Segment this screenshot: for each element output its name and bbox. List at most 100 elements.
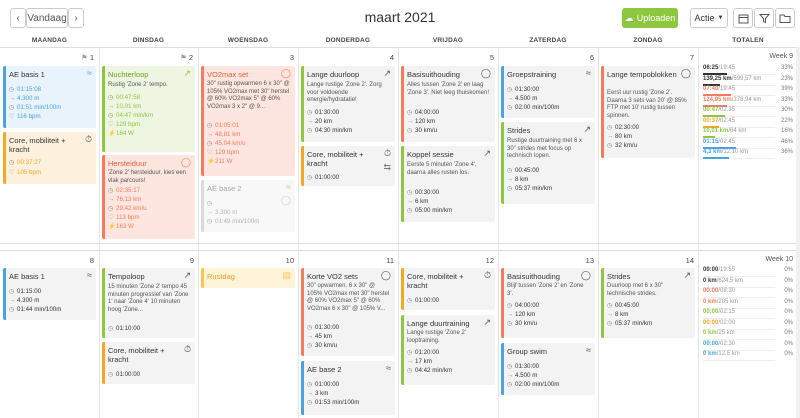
metric-speed: ◷ 30 km/u [407,127,438,134]
workout-card[interactable]: AE basis 1 ≈ ◷ 01:15:00 → 4.300 m ◷ 01:44 m… [3,268,96,320]
workout-card[interactable]: Nuchterloop ↗ Rustig 'Zone 2' tempo. ◷ 00… [102,66,195,152]
metric-duration: ◷ 00:45:00 [507,167,540,174]
run-icon: ↗ [483,148,491,158]
totals-percent: 0% [784,340,793,347]
workout-card[interactable]: Basisuithouding ◯ Alles tussen 'Zone 2' … [401,66,495,142]
week-label: Week 10 [765,256,794,263]
progress-fill [703,146,737,149]
metric-distance: → 20 km [307,118,332,125]
totals-percent: 0% [784,319,793,326]
workout-description: Alles tussen 'Zone 2' en laag 'Zone 3'. … [407,82,490,96]
workout-card[interactable]: Koppel sessie ↗ Eerste 5 minuten 'Zone 4… [401,146,495,222]
progress-track [703,286,775,288]
clock-icon: ◷ [407,297,413,304]
workout-card[interactable]: Korte VO2 sets ◯ 30" opwarmen. 6 x 30" @… [301,268,395,356]
run-icon: ↗ [183,270,191,280]
workout-card[interactable]: Group swim ≈ ◷ 01:30:00 → 4.500 m ◷ 02:00 m… [501,343,595,395]
workout-card[interactable]: Strides ↗ Rustige duurtraining met 6 x 3… [501,122,595,204]
progress-track [703,126,775,128]
upload-button[interactable]: ☁ Uploaden [622,8,678,28]
run-icon: ↗ [183,68,191,78]
workout-card[interactable]: Hersteiduur ◯ 'Zone 2' hersteiduur, kies… [102,155,195,239]
scrollbar[interactable] [796,47,800,418]
totals-actual: 0 km [703,298,717,305]
totals-percent: 16% [780,128,793,134]
pace-icon: ◷ [407,207,413,214]
totals-row: 01:15/02:45 46% [703,139,793,149]
workout-description: Blijf tussen 'Zone 2' en 'Zone 3'. [507,283,584,297]
clock-icon: ◷ [307,381,313,388]
action-dropdown[interactable]: Actie ▼ [690,8,728,28]
totals-row: 00:00/08:30 0% [703,288,793,298]
progress-track [703,349,775,351]
workout-card[interactable]: AE base 2 ≈ ◯ ◷ → 3.300 m ◷ 01:49 min/100m [201,180,295,232]
totals-value: 00:00/08:30 [703,288,735,294]
totals-row: 00:00/02:15 0% [703,309,793,319]
totals-row: 00:47/02:35 30% [703,107,793,117]
workout-card[interactable]: Groepstraining ≈ ◷ 01:30:00 → 4.500 m ◷ 02:… [501,66,595,118]
workout-card[interactable]: Core, mobiliteit + kracht ⏱ ⇆ ◷ 01:00:00 [301,146,395,186]
workout-card[interactable]: Tempoloop ↗ 15 minuten 'Zone 2' tempo 45… [102,268,195,338]
bike-icon: ◯ [580,270,591,280]
workout-card[interactable]: Strides ↗ Duurloop met 6 x 30" technisch… [601,268,695,338]
tag-icon: ⚑ [180,53,187,62]
workout-card[interactable]: Lange duurtraining ↗ Lange rustige 'Zone… [401,315,495,385]
workout-card[interactable]: VO2max set ◯ 30" rustig opwarmen 6 x 30"… [201,66,295,176]
totals-target: /378,94 km [731,96,762,103]
action-label: Actie [694,13,715,23]
workout-card[interactable]: AE base 2 ≈ ◷ 01:00:00 → 3 km ◷ 01:53 min/1… [301,361,395,415]
workout-card[interactable]: Core, mobiliteit + kracht ⏱ ◷ 01:00:00 [401,268,495,310]
sport-color-bar [201,268,204,288]
clock-icon: ◷ [108,371,114,378]
totals-row: 0 km/25 km 0% [703,330,793,340]
heart-icon: ♡ [9,169,15,176]
totals-actual: 06:25 [703,65,719,71]
workout-card[interactable]: Core, mobiliteit + kracht ⏱ ◷ 00:37:27 ♡ 1… [3,132,96,184]
workout-card[interactable]: AE basis 1 ≈ ◷ 01:15:08 → 4.300 m ◷ 01:51 m… [3,66,96,128]
calendar-view-button[interactable] [733,8,753,28]
totals-actual: 10,01 km [703,128,729,134]
workout-card[interactable]: Lange duurloop ↗ Lange rustige 'Zone 2'.… [301,66,395,142]
folder-button[interactable] [775,8,795,28]
next-month-button[interactable]: › [68,8,84,28]
stopwatch-icon: ⏱ [383,148,391,158]
swim-icon: ≈ [286,182,291,192]
filter-button[interactable] [754,8,774,28]
rest-day-card[interactable]: Rustdag ▤ [201,268,295,288]
metric-distance: → 8 km [607,311,629,318]
today-button[interactable]: Vandaag [26,8,68,28]
totals-target: /02:00 [718,319,736,326]
metric-duration: ◷ 01:15:00 [9,288,42,295]
totals-target: /12,5 km [716,351,740,357]
workout-title: Lange duurtraining [407,319,470,328]
day-header-thursday: DONDERDAG [325,37,371,44]
totals-target: /64 km [728,128,747,134]
clock-icon: ◷ [307,109,313,116]
speed-icon: ◷ [407,127,413,134]
workout-card[interactable]: Core, mobiliteit + kracht ⏱ ◷ 01:00:00 [102,342,195,384]
prev-month-button[interactable]: ‹ [10,8,26,28]
bike-icon: ◯ [180,157,191,167]
workout-card[interactable]: Basisuithouding ◯ Blijf tussen 'Zone 2' … [501,268,595,338]
distance-icon: → [307,118,314,125]
day-header-tuesday: DINSDAG [132,37,165,44]
distance-icon: → [407,198,414,205]
totals-row: 4,3 km/12,10 km 36% [703,149,793,159]
sport-color-bar [301,268,304,356]
totals-target: /02:45 [718,117,736,124]
metric-speed: ◷ 29,42 km/u [108,205,147,212]
metric-duration: ◷ 01:00:00 [407,297,440,304]
speed-icon: ◷ [607,142,613,149]
totals-percent: 0% [784,288,793,294]
workout-title: Tempoloop [108,272,145,281]
divider [398,47,399,418]
sport-color-bar [3,66,6,128]
metric-pace: ◷ 05:37 min/km [507,185,553,192]
swim-icon: ≈ [87,270,92,280]
progress-fill [703,104,727,107]
swim-icon: ≈ [586,345,591,355]
bike-icon: ◯ [280,68,291,78]
workout-card[interactable]: Lange tempoblokken ◯ Eerst uur rustig 'Z… [601,66,695,158]
metric-heartrate: ♡ 129 bpm [207,149,240,156]
day-number: ⚑ 2 [180,53,193,62]
